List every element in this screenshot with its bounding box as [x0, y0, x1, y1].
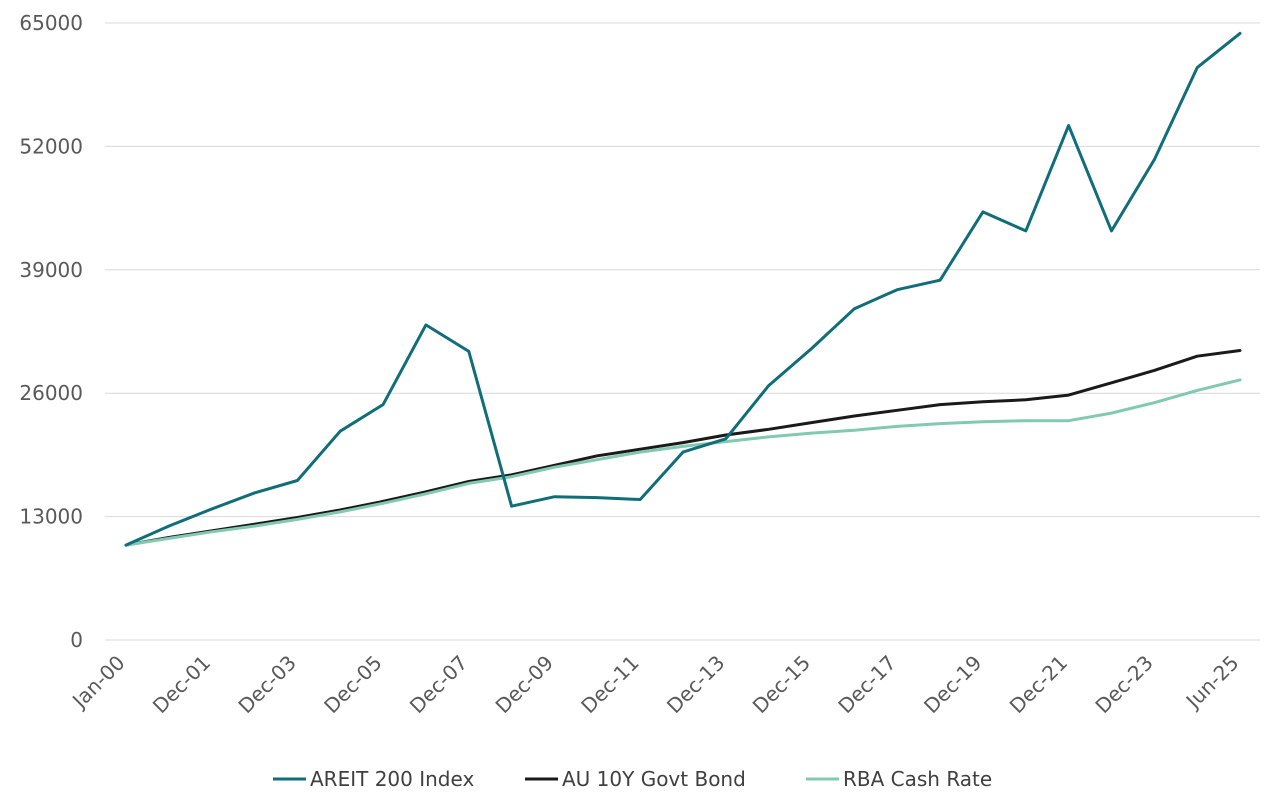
x-tick-label: Dec-01	[148, 651, 215, 718]
y-tick-label: 39000	[19, 258, 83, 282]
x-tick-label: Dec-11	[576, 651, 643, 718]
y-tick-label: 26000	[19, 381, 83, 405]
x-tick-label: Dec-05	[319, 651, 386, 718]
y-tick-label: 52000	[19, 134, 83, 158]
legend-label: AREIT 200 Index	[310, 767, 474, 791]
legend-label: AU 10Y Govt Bond	[562, 767, 746, 791]
y-axis-ticks: 0 13000 26000 39000 52000 65000	[19, 11, 83, 652]
y-tick-label: 13000	[19, 505, 83, 529]
x-tick-label: Jan-00	[66, 651, 129, 714]
x-tick-label: Dec-09	[491, 651, 558, 718]
x-tick-label: Dec-07	[405, 651, 472, 718]
x-tick-label: Dec-03	[233, 651, 300, 718]
legend-label: RBA Cash Rate	[843, 767, 992, 791]
x-tick-label: Dec-21	[1005, 651, 1072, 718]
series-line-areit-200-index	[124, 31, 1242, 547]
y-tick-label: 65000	[19, 11, 83, 35]
series-line-rba-cash-rate	[124, 378, 1242, 547]
x-tick-label: Dec-13	[662, 651, 729, 718]
series-lines	[124, 31, 1242, 547]
x-tick-label: Jun-25	[1180, 651, 1244, 715]
gridlines	[105, 22, 1260, 641]
x-tick-label: Dec-17	[833, 651, 900, 718]
x-tick-label: Dec-15	[748, 651, 815, 718]
x-tick-label: Dec-19	[919, 651, 986, 718]
x-axis-ticks: Jan-00 Dec-01 Dec-03 Dec-05 Dec-07 Dec-09 Dec-…	[66, 651, 1243, 718]
legend: AREIT 200 Index AU 10Y Govt Bond RBA Cash …	[273, 767, 992, 791]
x-tick-label: Dec-23	[1090, 651, 1157, 718]
series-line-au-10y-govt-bond	[124, 349, 1242, 547]
y-tick-label: 0	[70, 628, 83, 652]
